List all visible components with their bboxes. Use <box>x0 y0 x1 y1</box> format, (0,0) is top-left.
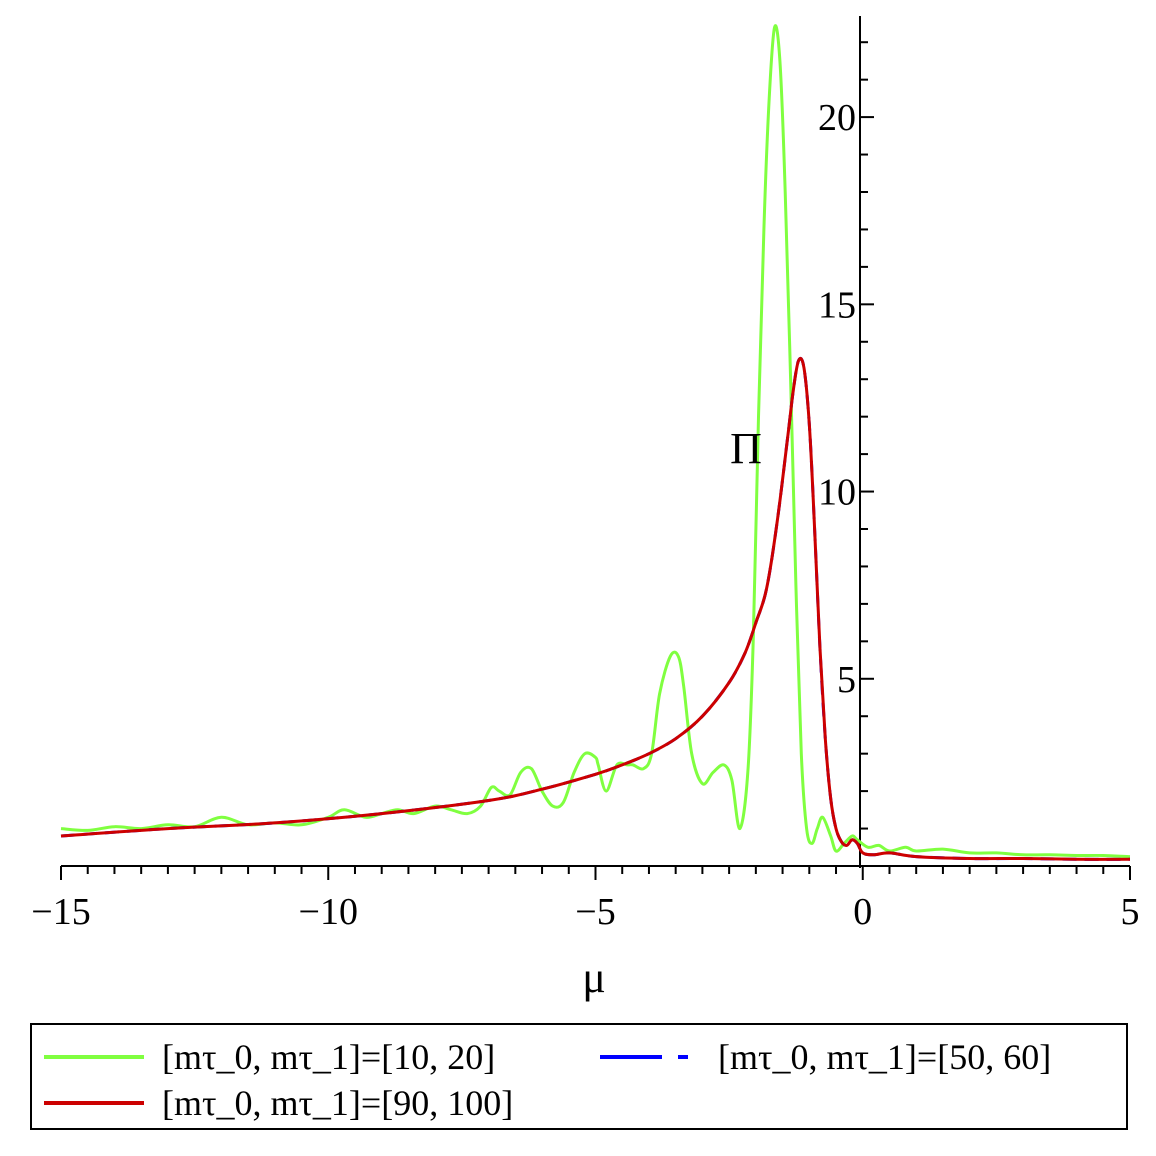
series-layer <box>60 24 1131 861</box>
legend-item-series-2: [mτ_0, mτ_1]=[50, 60] <box>600 1037 1051 1077</box>
legend-swatch-series-1 <box>44 1055 144 1059</box>
x-tick-label: 5 <box>1121 891 1140 933</box>
legend-label-series-3: [mτ_0, mτ_1]=[90, 100] <box>162 1083 514 1123</box>
y-tick-label: 10 <box>818 472 856 514</box>
series-line-1 <box>60 24 1131 859</box>
legend-label-series-2: [mτ_0, mτ_1]=[50, 60] <box>718 1037 1052 1077</box>
x-tick-label: 0 <box>853 891 872 933</box>
legend-label-series-1: [mτ_0, mτ_1]=[10, 20] <box>162 1037 496 1077</box>
axes: −15 −10 −5 0 5 5 10 15 20 <box>31 16 1140 933</box>
y-tick-label: 15 <box>818 284 856 326</box>
x-tick-label: −5 <box>575 891 615 933</box>
x-axis-title: μ <box>582 953 606 1002</box>
y-tick-label: 20 <box>818 97 856 139</box>
x-tick-label: −15 <box>31 891 90 933</box>
chart: −15 −10 −5 0 5 5 10 15 20 Π μ <box>31 16 1140 1002</box>
series-line-2 <box>60 356 1131 861</box>
y-tick-label: 5 <box>837 659 856 701</box>
y-axis-title: Π <box>730 424 762 473</box>
legend-item-series-1: [mτ_0, mτ_1]=[10, 20] <box>44 1037 495 1077</box>
series-line-3 <box>60 356 1131 861</box>
legend-item-series-3: [mτ_0, mτ_1]=[90, 100] <box>44 1083 513 1123</box>
legend-swatch-series-2 <box>600 1055 700 1059</box>
legend: [mτ_0, mτ_1]=[10, 20] [mτ_0, mτ_1]=[50, … <box>30 1023 1128 1130</box>
x-tick-label: −10 <box>299 891 358 933</box>
legend-swatch-series-3 <box>44 1101 144 1105</box>
